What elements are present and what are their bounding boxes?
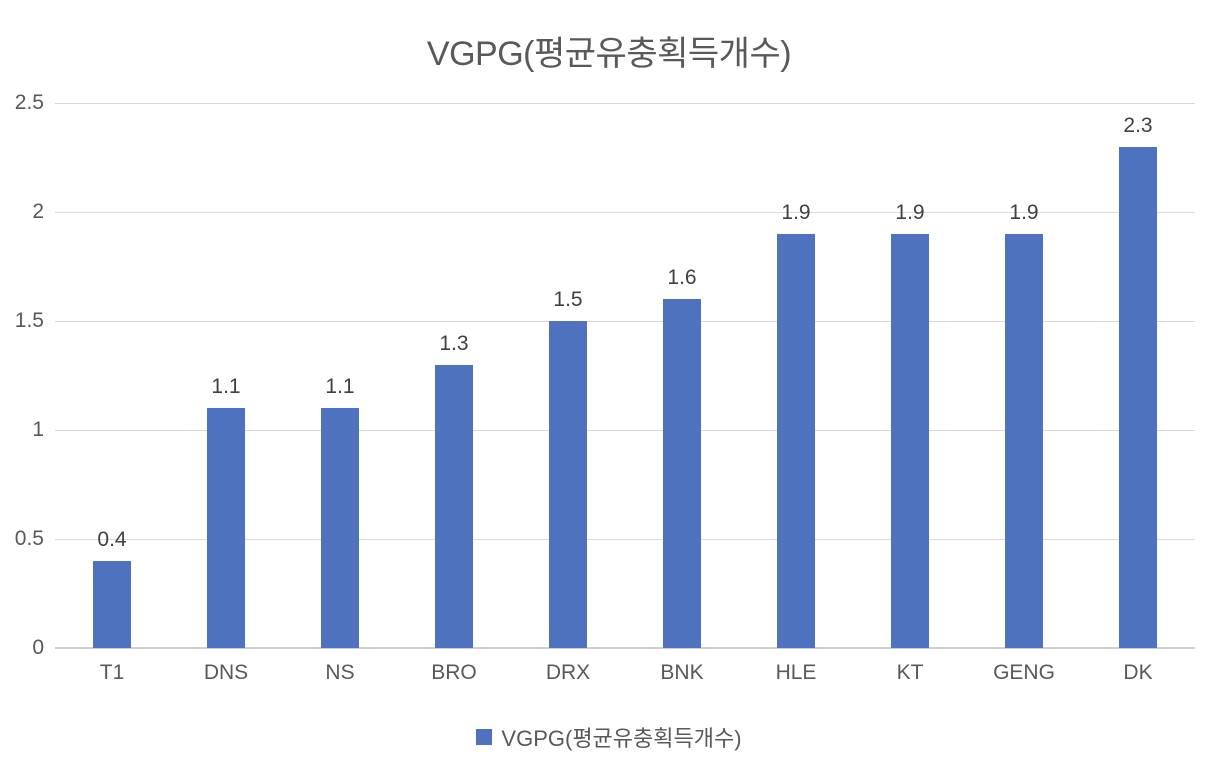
x-axis-label-ns: NS xyxy=(325,661,355,684)
bar-value-label-ns: 1.1 xyxy=(325,375,355,399)
chart-title: VGPG(평균유충획득개수) xyxy=(426,35,792,73)
bar-value-label-t1: 0.4 xyxy=(97,527,127,551)
gridline xyxy=(55,430,1195,431)
legend-label: VGPG(평균유충획득개수) xyxy=(501,726,742,751)
x-axis-label-dk: DK xyxy=(1123,661,1153,684)
y-axis-tick-label: 0.5 xyxy=(14,527,44,550)
y-axis-tick-label: 2 xyxy=(32,200,44,223)
bar-value-label-kt: 1.9 xyxy=(895,200,925,224)
bar-value-label-bro: 1.3 xyxy=(439,331,469,355)
y-axis-tick-label: 2.5 xyxy=(14,91,44,114)
bar-value-label-hle: 1.9 xyxy=(781,200,811,224)
x-axis-label-geng: GENG xyxy=(993,661,1055,684)
gridline xyxy=(55,321,1195,322)
bar-dns xyxy=(207,408,245,648)
x-axis-label-bnk: BNK xyxy=(660,661,704,684)
bar-geng xyxy=(1005,233,1043,648)
x-axis-label-kt: KT xyxy=(896,661,924,684)
bar-value-label-geng: 1.9 xyxy=(1009,200,1039,224)
bar-ns xyxy=(321,408,359,648)
x-axis-line xyxy=(55,647,1195,649)
x-axis-label-t1: T1 xyxy=(99,661,125,684)
y-axis-tick-label: 1.5 xyxy=(14,309,44,332)
bar-t1 xyxy=(93,560,131,648)
bar-bnk xyxy=(663,299,701,648)
bar-kt xyxy=(891,233,929,648)
y-axis-tick-label: 0 xyxy=(32,636,44,659)
gridline xyxy=(55,539,1195,540)
legend-swatch-icon xyxy=(476,729,493,745)
bar-value-label-drx: 1.5 xyxy=(553,288,583,311)
x-axis-label-dns: DNS xyxy=(203,661,249,684)
x-axis-label-drx: DRX xyxy=(545,661,591,684)
bar-value-label-bnk: 1.6 xyxy=(667,266,697,290)
bar-value-label-dk: 2.3 xyxy=(1123,113,1153,137)
bar-value-label-dns: 1.1 xyxy=(211,375,241,399)
gridline xyxy=(55,212,1195,213)
x-axis-label-hle: HLE xyxy=(775,661,817,684)
legend: VGPG(평균유충획득개수) xyxy=(0,721,1218,753)
bar-drx xyxy=(549,321,587,648)
gridline xyxy=(55,103,1195,104)
x-axis-label-bro: BRO xyxy=(431,661,477,684)
bar-bro xyxy=(435,364,473,648)
y-axis-tick-label: 1 xyxy=(32,418,44,441)
bar-hle xyxy=(777,233,815,648)
bar-dk xyxy=(1119,146,1157,648)
